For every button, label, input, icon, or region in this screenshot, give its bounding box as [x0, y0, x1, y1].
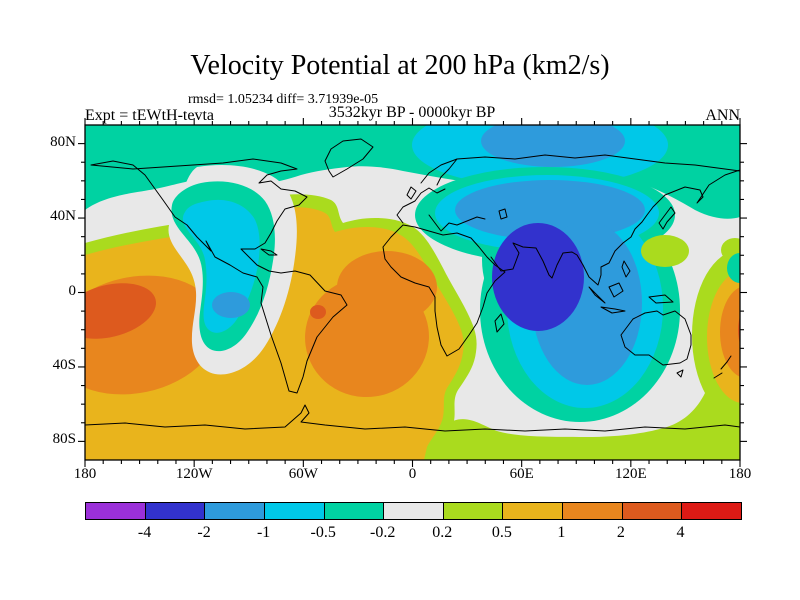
coast-europe	[396, 187, 446, 224]
y-tick-label: 0	[68, 282, 77, 299]
coast-cuba	[260, 248, 278, 256]
colorbar-cell	[682, 503, 742, 519]
coastlines	[85, 138, 740, 432]
tongue-blue-core	[212, 292, 250, 318]
coast-philippines	[621, 260, 631, 278]
coast-caspian	[498, 208, 508, 220]
y-tick-label: 40S	[52, 356, 76, 373]
y-tick-label: 80S	[52, 431, 76, 448]
x-tick-label: 120E	[614, 466, 647, 482]
contour-fills	[85, 125, 740, 460]
x-tick-label: 0	[408, 466, 417, 482]
coast-new-zealand	[713, 355, 732, 379]
coast-java	[600, 306, 626, 314]
coast-sumatra	[588, 286, 606, 304]
colorbar-cell	[443, 503, 504, 519]
colorbar-boundary-label: -4	[137, 524, 152, 541]
coast-australia	[620, 310, 692, 366]
y-tick-label: 40N	[50, 208, 76, 225]
x-tick-label: 60W	[288, 466, 318, 482]
colorbar-labels: -4 -2 -1 -0.5 -0.2 0.2 0.5 1 2 4	[85, 524, 740, 544]
yg-japan-blob	[641, 235, 689, 267]
coast-russia-arctic	[456, 154, 740, 172]
coast-borneo	[608, 282, 624, 298]
coast-tasmania	[676, 369, 684, 378]
colorbar-boundary-label: -0.2	[370, 524, 396, 541]
teal-right-sliver	[727, 253, 740, 283]
coast-africa	[382, 224, 506, 357]
experiment-label: Expt = tEWtH-tevta	[85, 107, 214, 124]
comparison-line: 3532kyr BP - 0000kyr BP	[328, 104, 496, 121]
colorbar-boundary-label: 4	[676, 524, 685, 541]
stats-line: rmsd= 1.05234 diff= 3.71939e-05	[188, 92, 379, 107]
season-label: ANN	[705, 107, 740, 124]
colorbar-cell	[503, 503, 564, 519]
colorbar-boundary-label: -2	[197, 524, 211, 541]
colorbar-boundary-label: 0.5	[491, 524, 512, 541]
coast-greenland	[324, 138, 374, 178]
coast-antarctica	[85, 404, 740, 432]
x-tick-label: 60E	[509, 466, 534, 482]
coast-asia-south	[490, 169, 740, 286]
y-tick-label: 80N	[50, 133, 76, 150]
coast-madagascar	[494, 313, 505, 333]
arctic-blue	[481, 125, 625, 167]
coast-newguinea	[648, 294, 674, 304]
colorbar-boundary-label: -1	[256, 524, 271, 541]
page-title: Velocity Potential at 200 hPa (km2/s)	[190, 50, 610, 81]
coast-uk	[406, 186, 417, 200]
x-tick-label: 120W	[175, 466, 213, 482]
colorbar-cell	[324, 503, 385, 519]
colorbar-boundary-label: -0.5	[310, 524, 336, 541]
asia-royal-core	[492, 223, 584, 331]
colorbar-boundary-label: 2	[616, 524, 625, 541]
colorbar-cell	[384, 503, 444, 519]
colorbar-cell	[205, 503, 265, 519]
colorbar-cell	[264, 503, 325, 519]
coast-north-america	[90, 158, 348, 394]
orange-wafrica	[337, 251, 437, 323]
colorbar-boundary-label: 1	[557, 524, 566, 541]
x-tick-label: 180	[728, 466, 752, 482]
coast-mediterranean	[428, 214, 486, 232]
x-tick-label: 180	[73, 466, 97, 482]
colorbar-cell	[145, 503, 206, 519]
orange-right-edge	[720, 287, 740, 377]
colorbar-boundary-label: 0.2	[432, 524, 453, 541]
colorbar-cell	[622, 503, 683, 519]
colorbar-cell	[86, 503, 146, 519]
world-map	[78, 118, 747, 467]
colorbar-cell	[563, 503, 623, 519]
yg-southeast-band	[429, 331, 740, 460]
axis-ticks	[78, 118, 747, 467]
red-brazil-spot	[310, 305, 326, 319]
colorbar	[85, 502, 742, 520]
coast-japan	[658, 206, 676, 230]
